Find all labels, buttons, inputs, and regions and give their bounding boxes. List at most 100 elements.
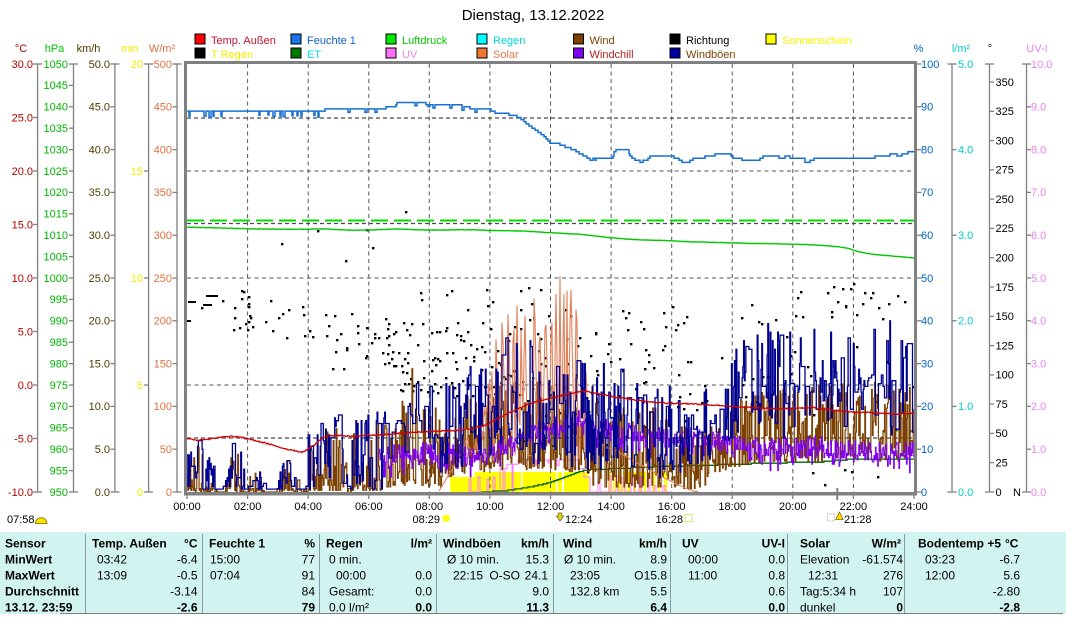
svg-text:Windchill: Windchill [590,49,634,61]
svg-text:min: min [121,43,139,55]
svg-text:08:29: 08:29 [412,514,440,526]
svg-text:10.0: 10.0 [12,273,33,285]
svg-text:0.8: 0.8 [768,569,785,583]
svg-text:276: 276 [883,569,903,583]
svg-text:km/h: km/h [639,537,667,551]
svg-text:21:28: 21:28 [844,514,872,526]
svg-text:100: 100 [154,401,172,413]
svg-text:0.0: 0.0 [18,380,33,392]
svg-text:-6.4: -6.4 [177,553,198,567]
svg-text:1.0: 1.0 [958,401,973,413]
svg-text:30.0: 30.0 [12,59,33,71]
svg-text:70: 70 [921,187,933,199]
svg-text:%: % [304,537,315,551]
svg-text:13.12. 23:59: 13.12. 23:59 [5,601,73,615]
svg-text:400: 400 [154,144,172,156]
svg-text:Feuchte 1: Feuchte 1 [209,537,265,551]
svg-text:5.0: 5.0 [95,444,110,456]
svg-text:15:00: 15:00 [210,553,240,567]
svg-text:0: 0 [896,601,903,615]
svg-text:24:00: 24:00 [900,501,928,513]
svg-text:18:00: 18:00 [718,501,746,513]
svg-text:12:24: 12:24 [565,514,593,526]
svg-text:Sonnenschein: Sonnenschein [782,35,852,47]
svg-text:0.0: 0.0 [415,585,432,599]
svg-text:25.0: 25.0 [89,273,110,285]
svg-text:0.0: 0.0 [415,569,432,583]
svg-text:995: 995 [50,294,68,306]
svg-text:Regen: Regen [326,537,363,551]
svg-text:9.0: 9.0 [532,585,549,599]
svg-text:1040: 1040 [44,102,68,114]
svg-text:500: 500 [154,59,172,71]
svg-text:150: 150 [996,311,1014,323]
svg-text:77: 77 [302,553,316,567]
svg-text:22:00: 22:00 [840,501,868,513]
svg-text:15.3: 15.3 [526,553,550,567]
svg-text:12:00: 12:00 [537,501,565,513]
svg-text:MaxWert: MaxWert [5,569,55,583]
svg-text:50: 50 [160,444,172,456]
svg-text:100: 100 [921,59,939,71]
svg-text:O-SO: O-SO [489,569,520,583]
svg-text:06:00: 06:00 [355,501,383,513]
svg-text:0.0: 0.0 [768,601,785,615]
svg-text:UV: UV [402,49,418,61]
svg-text:25: 25 [996,458,1008,470]
svg-text:20: 20 [921,401,933,413]
svg-text:350: 350 [996,77,1014,89]
svg-text:20:00: 20:00 [779,501,807,513]
svg-text:30: 30 [921,358,933,370]
svg-text:8.0: 8.0 [1031,144,1046,156]
svg-text:0: 0 [137,487,143,499]
svg-text:10: 10 [131,273,143,285]
svg-text:UV: UV [682,537,699,551]
svg-text:-5.0: -5.0 [14,433,33,445]
svg-text:10.0: 10.0 [89,401,110,413]
svg-text:4.0: 4.0 [958,144,973,156]
svg-text:50.0: 50.0 [89,59,110,71]
svg-text:16:28: 16:28 [655,514,683,526]
svg-text:°: ° [988,43,992,55]
svg-text:Bodentemp +5: Bodentemp +5 [918,537,1001,551]
svg-text:Feuchte 1: Feuchte 1 [307,35,356,47]
svg-text:22:15: 22:15 [453,569,483,583]
svg-text:00:00: 00:00 [173,501,201,513]
svg-text:N: N [1013,487,1021,499]
svg-text:dunkel: dunkel [800,601,835,615]
svg-text:W/m²: W/m² [872,537,901,551]
svg-text:14:00: 14:00 [597,501,625,513]
svg-text:50: 50 [921,273,933,285]
svg-text:Ø 10 min.: Ø 10 min. [447,553,499,567]
svg-text:970: 970 [50,401,68,413]
svg-text:50: 50 [996,428,1008,440]
svg-text:-3.14: -3.14 [170,585,198,599]
svg-text:20: 20 [131,59,143,71]
svg-text:5.0: 5.0 [18,326,33,338]
svg-text:-10.0: -10.0 [8,487,33,499]
svg-text:90: 90 [921,102,933,114]
svg-text:-0.5: -0.5 [177,569,198,583]
svg-text:15.8: 15.8 [644,569,668,583]
svg-text:960: 960 [50,444,68,456]
svg-text:-2.80: -2.80 [993,585,1021,599]
svg-text:0.0: 0.0 [1031,487,1046,499]
svg-text:08:00: 08:00 [416,501,444,513]
svg-text:Solar: Solar [493,49,519,61]
svg-text:T Regen: T Regen [211,49,253,61]
svg-text:1005: 1005 [44,251,68,263]
svg-text:975: 975 [50,380,68,392]
svg-text:980: 980 [50,358,68,370]
svg-text:24.1: 24.1 [525,569,549,583]
svg-text:300: 300 [996,135,1014,147]
svg-text:Wind: Wind [590,35,615,47]
svg-text:200: 200 [996,253,1014,265]
svg-text:23:05: 23:05 [570,569,600,583]
svg-text:-2.8: -2.8 [999,601,1020,615]
svg-text:3.0: 3.0 [958,230,973,242]
svg-text:-6.7: -6.7 [999,553,1020,567]
svg-text:10.0: 10.0 [1031,59,1052,71]
svg-text:35.0: 35.0 [89,187,110,199]
svg-text:10:00: 10:00 [476,501,504,513]
svg-text:Durchschnitt: Durchschnitt [5,585,79,599]
